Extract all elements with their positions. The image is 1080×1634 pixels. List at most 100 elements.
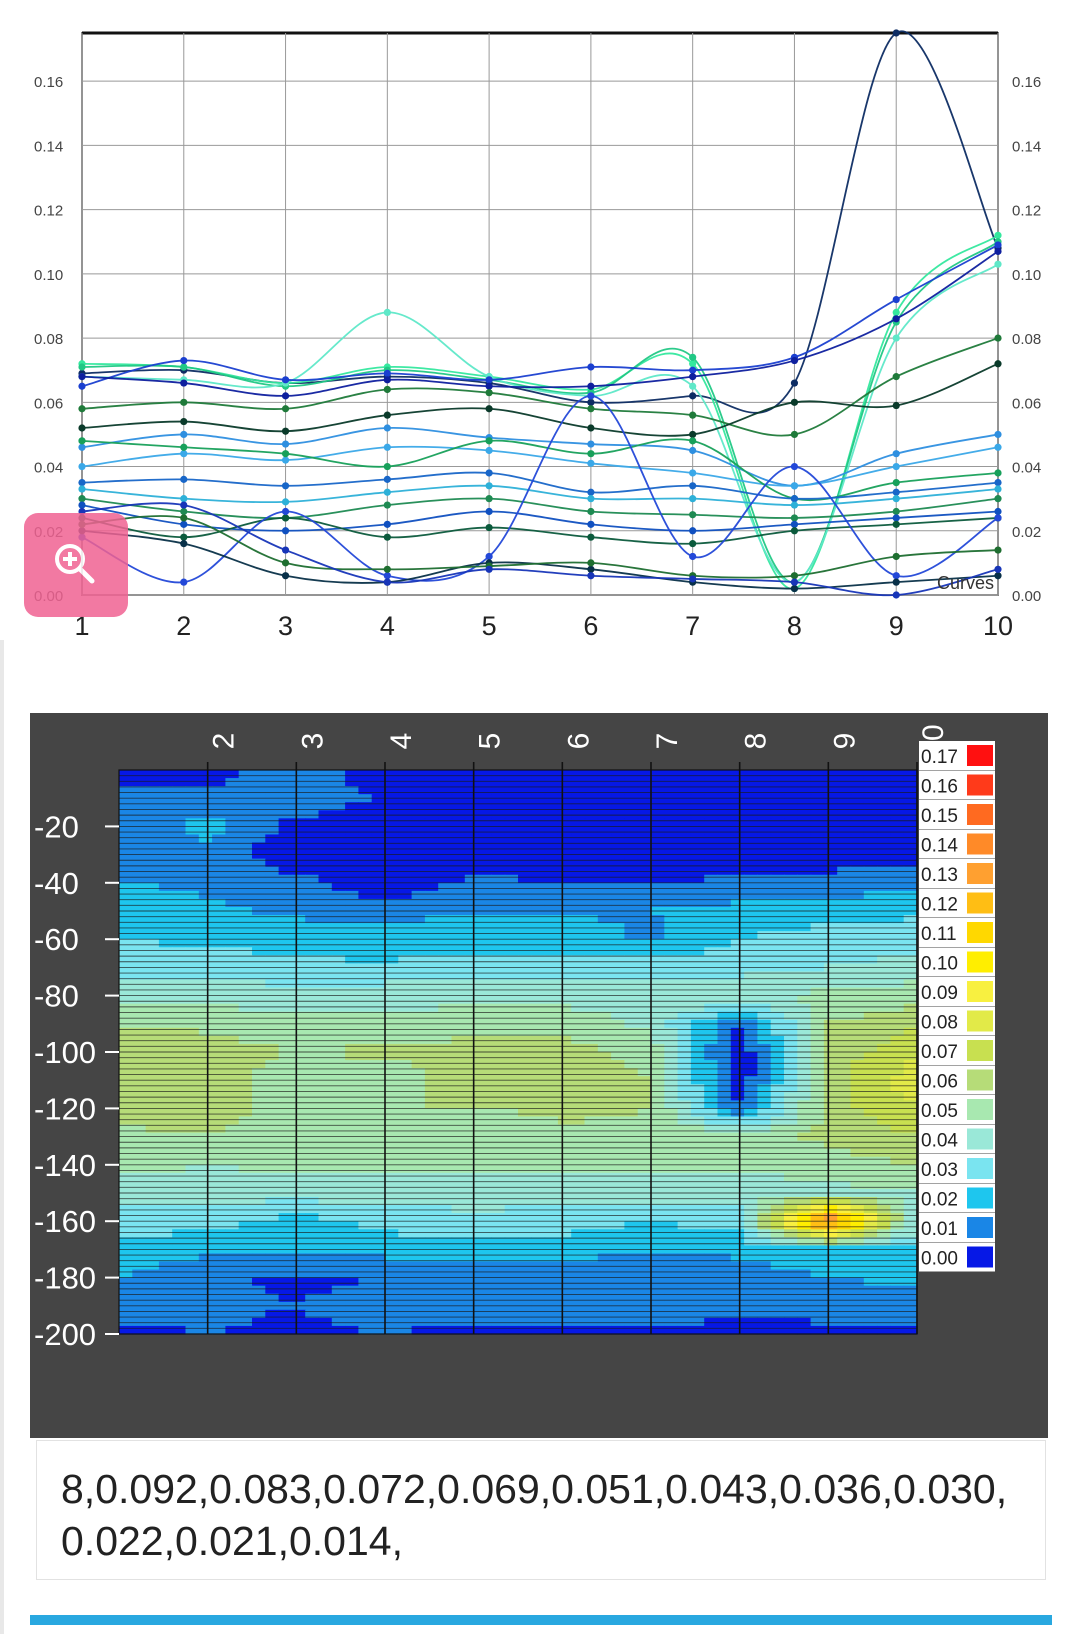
contour-cell [890, 1035, 905, 1045]
contour-cell [677, 770, 692, 779]
data-point-c19 [790, 572, 799, 580]
contour-cell [411, 1237, 426, 1246]
contour-cell [903, 1108, 918, 1118]
contour-cell [823, 1172, 838, 1182]
contour-cell [690, 1116, 705, 1126]
contour-cell [704, 882, 719, 892]
contour-cell [331, 1205, 346, 1214]
data-point-c6 [383, 376, 391, 384]
contour-cell [145, 882, 160, 892]
data-point-c20 [994, 565, 1002, 573]
contour-cell [704, 1205, 719, 1214]
contour-cell [597, 890, 612, 900]
contour-cell [238, 786, 253, 795]
contour-cell [305, 1156, 320, 1166]
contour-cell [744, 1309, 758, 1319]
contour-cell [305, 826, 320, 836]
contour-cell [411, 898, 426, 908]
contour-cell [464, 1052, 479, 1061]
contour-cell [810, 786, 825, 795]
contour-cell [358, 866, 373, 876]
contour-cell [651, 923, 665, 932]
contour-cell [185, 818, 200, 827]
y-tick-label-right: 0.12 [1012, 203, 1041, 220]
contour-cell [797, 874, 812, 884]
contour-cell [265, 1043, 280, 1053]
contour-cell [438, 1035, 453, 1045]
contour-cell [837, 770, 852, 779]
contour-chart[interactable]: 2345678910-20-40-60-80-100-120-140-160-1… [30, 713, 1048, 1438]
legend-label: 0.00 [921, 1249, 958, 1270]
contour-cell [504, 1003, 519, 1013]
contour-cell [571, 1043, 586, 1053]
contour-cell [717, 1043, 732, 1053]
contour-cell [238, 939, 253, 948]
contour-cell [424, 1269, 439, 1279]
contour-cell [212, 1100, 226, 1109]
contour-cell [318, 1293, 333, 1303]
contour-cell [424, 1116, 439, 1126]
contour-cell [704, 1221, 719, 1230]
contour-cell [850, 931, 865, 940]
contour-cell [305, 786, 320, 795]
contour-cell [305, 1124, 320, 1134]
zoom-button[interactable] [24, 513, 128, 617]
contour-cell [278, 1317, 293, 1327]
contour-cell [172, 931, 187, 940]
contour-cell [518, 858, 532, 868]
contour-cell [544, 1060, 559, 1069]
line-chart[interactable]: 123456789100.000.000.020.020.040.040.060… [0, 0, 1080, 640]
contour-cell [664, 1140, 679, 1150]
series-line-c12 [81, 471, 999, 500]
contour-cell [172, 802, 187, 811]
contour-cell [345, 1003, 359, 1013]
y-tick-label: -160 [34, 1204, 96, 1239]
contour-cell [464, 1068, 479, 1077]
contour-cell [438, 834, 453, 844]
contour-cell [345, 1221, 359, 1230]
contour-cell [690, 1035, 705, 1045]
contour-cell [371, 979, 386, 989]
contour-cell [584, 1180, 599, 1190]
contour-cell [438, 770, 453, 779]
y-tick-label-left: 0.04 [34, 460, 63, 477]
contour-cell [411, 842, 426, 852]
contour-cell [385, 971, 399, 981]
contour-cell [238, 1148, 253, 1158]
contour-cell [717, 818, 732, 827]
contour-cell [744, 1052, 758, 1061]
contour-cell [664, 1261, 679, 1271]
contour-cell [212, 866, 226, 876]
contour-cell [624, 890, 639, 900]
contour-cell [464, 826, 479, 836]
contour-cell [518, 1140, 532, 1150]
contour-cell [863, 955, 878, 964]
contour-cell [757, 931, 772, 940]
contour-cell [651, 987, 665, 997]
contour-cell [132, 1229, 147, 1238]
contour-cell [451, 1003, 466, 1013]
contour-cell [584, 1269, 599, 1279]
contour-cell [863, 1237, 878, 1246]
contour-cell [877, 955, 891, 964]
contour-cell [597, 866, 612, 876]
contour-cell [850, 947, 865, 956]
contour-cell [784, 898, 798, 908]
contour-cell [305, 1237, 320, 1246]
contour-cell [597, 1052, 612, 1061]
contour-cell [757, 1124, 772, 1134]
contour-cell [770, 1229, 785, 1238]
contour-cell [318, 1027, 333, 1037]
contour-cell [265, 1205, 280, 1214]
contour-cell [424, 1317, 439, 1327]
contour-cell [438, 874, 453, 884]
contour-cell [690, 1325, 705, 1335]
y-tick-label-right: 0.06 [1012, 395, 1041, 412]
series-line-c15 [81, 504, 999, 532]
contour-cell [637, 1197, 652, 1206]
contour-cell [278, 1068, 293, 1077]
contour-cell [584, 979, 599, 989]
contour-cell [637, 1205, 652, 1214]
contour-cell [198, 1285, 213, 1295]
contour-cell [132, 1052, 147, 1061]
